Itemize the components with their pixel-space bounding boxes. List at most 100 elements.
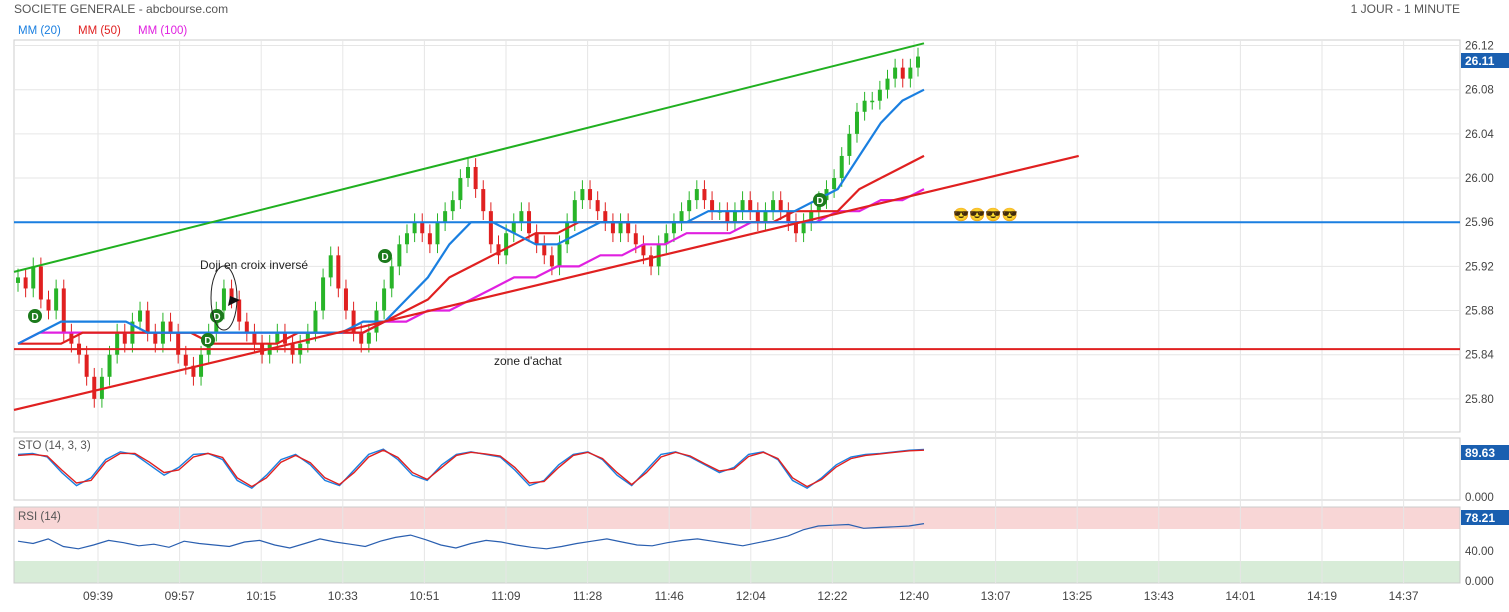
candle-body	[908, 67, 913, 79]
candle-body	[694, 189, 699, 201]
y-tick-label: 25.84	[1465, 350, 1494, 362]
candle-body	[519, 211, 524, 223]
doji-circle	[210, 265, 238, 331]
candle-body	[610, 222, 615, 234]
candle-body	[763, 211, 768, 223]
y-tick-label: 25.96	[1465, 217, 1494, 229]
sto-panel-frame	[13, 437, 1461, 501]
signal-marker-label: D	[213, 312, 220, 323]
candle-body	[748, 200, 753, 212]
candle-body	[23, 277, 28, 289]
y-tick-label: 26.08	[1465, 85, 1494, 97]
candle-body	[328, 255, 333, 278]
candle-body	[92, 376, 97, 399]
candle-body	[809, 211, 814, 223]
y-tick-label: 26.00	[1465, 173, 1494, 185]
candle-body	[16, 277, 20, 283]
candle-body	[839, 155, 844, 179]
candle-body	[893, 67, 898, 79]
sto-badge	[1461, 445, 1509, 460]
candle-body	[801, 222, 806, 234]
candle-body	[710, 200, 715, 212]
candle-body	[313, 310, 318, 333]
candle-body	[565, 222, 570, 245]
y-tick-label: 26.12	[1465, 41, 1494, 53]
grid	[13, 39, 1461, 584]
candle-body	[359, 332, 364, 344]
candle-body	[580, 189, 585, 201]
x-tick-label: 12:40	[899, 589, 929, 603]
signal-marker-label: D	[204, 336, 211, 347]
price-badge-text: 26.11	[1465, 54, 1495, 68]
candle-body	[427, 233, 432, 245]
candle-body	[725, 211, 730, 223]
candle-body	[145, 310, 150, 333]
x-tick-label: 09:39	[83, 589, 113, 603]
candle-body	[900, 67, 905, 79]
candle-body	[626, 222, 631, 234]
candle-body	[321, 277, 326, 311]
x-tick-label: 09:57	[165, 589, 195, 603]
legend-ma50[interactable]: MM (50)	[78, 25, 121, 37]
candle-body	[351, 310, 356, 333]
candle-body	[664, 233, 669, 245]
candle-body	[38, 266, 43, 300]
candle-body	[778, 200, 783, 212]
candle-body	[771, 200, 776, 212]
candle-body	[504, 233, 509, 256]
x-tick-label: 14:37	[1389, 589, 1419, 603]
rsi-badge-text: 78.21	[1465, 511, 1495, 525]
x-tick-label: 10:15	[246, 589, 276, 603]
green-trendline	[13, 42, 925, 273]
candle-body	[397, 244, 402, 267]
candle-body	[244, 321, 249, 333]
rsi-panel-frame	[13, 506, 1461, 584]
legend-ma20[interactable]: MM (20)	[18, 25, 61, 37]
y-tick-label: 25.92	[1465, 261, 1494, 273]
candle-body	[122, 332, 127, 344]
candle-body	[473, 166, 478, 190]
candle-body	[870, 100, 875, 103]
rsi-axis-40: 40.00	[1465, 546, 1494, 558]
y-tick-label: 25.88	[1465, 306, 1494, 318]
y-tick-label: 25.80	[1465, 394, 1494, 406]
candle-body	[84, 354, 89, 377]
candle-body	[443, 211, 448, 223]
candle-body	[168, 321, 173, 333]
candle-body	[687, 200, 692, 212]
signal-marker	[28, 309, 42, 323]
sto-axis-0: 0.000	[1465, 492, 1494, 504]
doji-arrow	[228, 296, 240, 306]
x-tick-label: 12:04	[736, 589, 766, 603]
candle-body	[420, 222, 425, 234]
candle-body	[382, 288, 387, 311]
y-tick-label: 26.04	[1465, 129, 1494, 141]
stochastic-panel	[17, 448, 925, 490]
sto-label: STO (14, 3, 3)	[18, 440, 91, 452]
x-tick-label: 12:22	[817, 589, 847, 603]
candle-body	[435, 222, 440, 245]
candle-body	[191, 365, 196, 377]
candle-body	[649, 255, 654, 267]
candle-body	[832, 178, 837, 190]
x-tick-label: 11:46	[655, 589, 684, 603]
candle-body	[877, 89, 882, 101]
legend-ma100[interactable]: MM (100)	[138, 25, 187, 37]
candle-body	[305, 332, 310, 344]
candle-body	[61, 288, 66, 333]
candle-body	[496, 244, 501, 256]
candle-body	[237, 299, 242, 322]
candle-body	[671, 222, 676, 234]
candle-body	[412, 222, 417, 234]
timeframe-label: 1 JOUR - 1 MINUTE	[1351, 2, 1460, 16]
candle-body	[488, 211, 493, 245]
rsi-axis-0: 0.000	[1465, 576, 1494, 588]
rsi-panel	[17, 523, 925, 550]
candle-body	[389, 266, 394, 289]
rsi-oversold-zone	[14, 561, 1460, 583]
candle-body	[755, 211, 760, 223]
candle-body	[343, 288, 348, 311]
candle-body	[404, 233, 409, 245]
candle-body	[557, 244, 562, 267]
